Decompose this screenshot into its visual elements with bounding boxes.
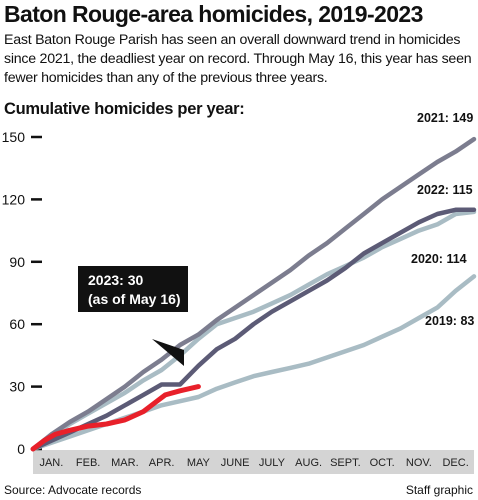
x-tick-label: JAN. xyxy=(39,457,63,469)
x-tick-label: OCT. xyxy=(370,457,395,469)
chart-title: Cumulative homicides per year: xyxy=(4,100,245,118)
subtitle: East Baton Rouge Parish has seen an over… xyxy=(4,32,472,86)
series-labels: 2019: 83 2020: 114 2021: 149 2022: 115 xyxy=(411,111,474,328)
y-tick-label: 90 xyxy=(9,254,25,270)
series-line-2023 xyxy=(30,384,201,452)
annotation-callout: 2023: 30 (as of May 16) xyxy=(78,266,188,366)
y-tick-label: 120 xyxy=(2,191,26,207)
month-band-background xyxy=(33,450,474,474)
x-tick-label: FEB. xyxy=(76,457,100,469)
callout-line-2: (as of May 16) xyxy=(88,291,181,307)
x-tick-label: MAR. xyxy=(111,457,139,469)
series-line-2021 xyxy=(30,136,477,452)
x-tick-label: NOV. xyxy=(406,457,432,469)
month-axis-band xyxy=(33,450,474,474)
x-tick-label: DEC. xyxy=(442,457,468,469)
callout-pointer xyxy=(152,339,184,366)
x-tick-label: JULY xyxy=(259,457,286,469)
series-label-2019: 2019: 83 xyxy=(425,314,474,328)
y-tick-label: 150 xyxy=(2,129,26,145)
x-tick-label: AUG. xyxy=(295,457,322,469)
y-tick-label: 0 xyxy=(17,441,25,457)
series-line-2020 xyxy=(30,209,477,452)
series-label-2020: 2020: 114 xyxy=(411,252,467,266)
y-tick-label: 60 xyxy=(9,316,25,332)
x-tick-label: MAY xyxy=(187,457,211,469)
y-tick-label: 30 xyxy=(9,379,25,395)
page-title: Baton Rouge-area homicides, 2019-2023 xyxy=(4,1,423,27)
series-lines xyxy=(30,136,477,452)
series-label-2022: 2022: 115 xyxy=(417,183,473,197)
series-label-2021: 2021: 149 xyxy=(417,111,473,125)
x-tick-label: JUNE xyxy=(221,457,250,469)
y-axis-ticks: 0 30 60 90 120 150 xyxy=(2,129,42,457)
callout-box xyxy=(78,266,188,312)
credit-note: Staff graphic xyxy=(405,483,473,497)
callout-line-1: 2023: 30 xyxy=(88,272,143,288)
x-axis-ticks: JAN. FEB. MAR. APR. MAY JUNE JULY AUG. SEPT. OCT.… xyxy=(39,457,468,469)
x-tick-label: APR. xyxy=(149,457,175,469)
source-note: Source: Advocate records xyxy=(4,483,142,497)
series-line-2022 xyxy=(30,207,477,452)
x-tick-label: SEPT. xyxy=(330,457,361,469)
